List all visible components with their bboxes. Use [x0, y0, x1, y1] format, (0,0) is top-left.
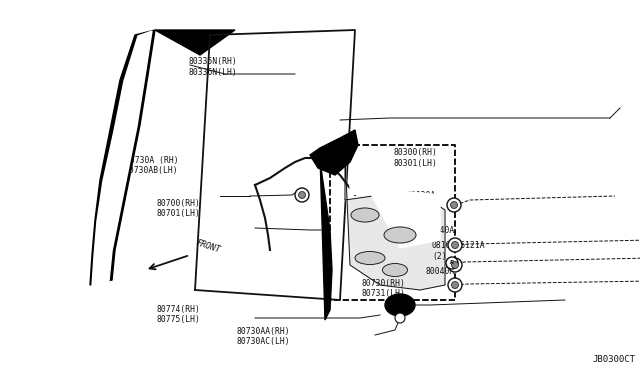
Text: 80730AA(RH)
80730AC(LH): 80730AA(RH) 80730AC(LH) [237, 327, 291, 346]
Polygon shape [310, 130, 358, 175]
Polygon shape [320, 155, 332, 320]
Text: 80040A: 80040A [426, 226, 455, 235]
Ellipse shape [383, 263, 408, 276]
Circle shape [448, 238, 462, 252]
Polygon shape [155, 30, 235, 55]
Text: 80040H: 80040H [426, 267, 455, 276]
Text: R: R [450, 260, 454, 266]
Text: 80335N(RH)
80336N(LH): 80335N(RH) 80336N(LH) [189, 57, 237, 77]
Circle shape [451, 241, 458, 248]
Polygon shape [90, 30, 155, 285]
Text: JB0300CT: JB0300CT [592, 355, 635, 364]
Circle shape [451, 202, 458, 208]
Circle shape [447, 198, 461, 212]
Ellipse shape [385, 294, 415, 316]
Circle shape [298, 192, 305, 199]
Circle shape [451, 282, 458, 289]
Polygon shape [345, 155, 445, 290]
Circle shape [448, 258, 462, 272]
Polygon shape [350, 155, 440, 248]
Text: 80030A: 80030A [406, 191, 436, 200]
Polygon shape [92, 31, 152, 286]
Circle shape [451, 262, 458, 269]
Ellipse shape [384, 227, 416, 243]
Text: 80300(RH)
80301(LH): 80300(RH) 80301(LH) [394, 148, 438, 168]
Circle shape [295, 188, 309, 202]
Polygon shape [330, 145, 455, 300]
Text: 80730A (RH)
80730AB(LH): 80730A (RH) 80730AB(LH) [125, 156, 179, 175]
Text: 80774(RH)
80775(LH): 80774(RH) 80775(LH) [157, 305, 201, 324]
Text: FRONT: FRONT [195, 239, 221, 255]
Ellipse shape [351, 208, 379, 222]
Circle shape [448, 278, 462, 292]
Ellipse shape [355, 251, 385, 264]
Circle shape [446, 257, 458, 269]
Text: 80700(RH)
80701(LH): 80700(RH) 80701(LH) [157, 199, 201, 218]
Text: 08168-6121A
(2): 08168-6121A (2) [432, 241, 486, 261]
Text: 80730(RH)
80731(LH): 80730(RH) 80731(LH) [362, 279, 406, 298]
Circle shape [395, 313, 405, 323]
